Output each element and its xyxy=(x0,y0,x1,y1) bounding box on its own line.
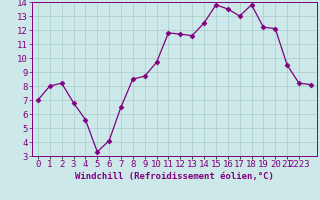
X-axis label: Windchill (Refroidissement éolien,°C): Windchill (Refroidissement éolien,°C) xyxy=(75,172,274,181)
